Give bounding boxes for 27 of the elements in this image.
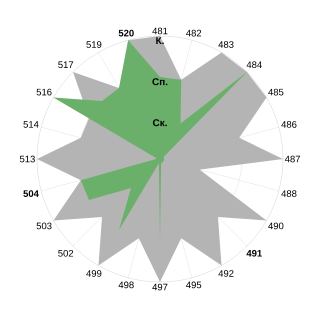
spoke-label: 520 — [118, 30, 134, 36]
spoke-label: 502 — [58, 250, 74, 257]
spoke-label: 486 — [281, 121, 296, 128]
spoke-label: 482 — [186, 30, 202, 36]
spoke-label: 485 — [268, 88, 284, 96]
spoke-label: 481 — [152, 28, 168, 34]
spoke-label: 503 — [36, 222, 52, 230]
spoke-label: 498 — [118, 282, 134, 288]
y-tick-label: Сп. — [152, 78, 168, 86]
spoke-label: 491 — [246, 250, 262, 257]
spoke-label: 519 — [86, 41, 102, 48]
spoke-label: 492 — [218, 270, 234, 277]
spoke-label: 490 — [268, 222, 284, 230]
spoke-label: 517 — [58, 61, 74, 68]
spoke-label: 497 — [152, 284, 168, 290]
spoke-label: 514 — [23, 121, 39, 128]
spoke-label: 513 — [20, 156, 35, 162]
spoke-label: 516 — [36, 88, 52, 96]
y-tick-label: К. — [156, 37, 164, 44]
spoke-label: 483 — [218, 41, 234, 48]
spoke-label: 499 — [86, 270, 102, 277]
spoke-label: 495 — [186, 282, 202, 288]
spoke-label: 488 — [281, 190, 296, 197]
y-tick-label: Ск. — [152, 119, 167, 126]
spoke-label: 484 — [246, 61, 262, 68]
spoke-label: 504 — [23, 190, 39, 197]
spoke-label: 487 — [284, 156, 300, 162]
